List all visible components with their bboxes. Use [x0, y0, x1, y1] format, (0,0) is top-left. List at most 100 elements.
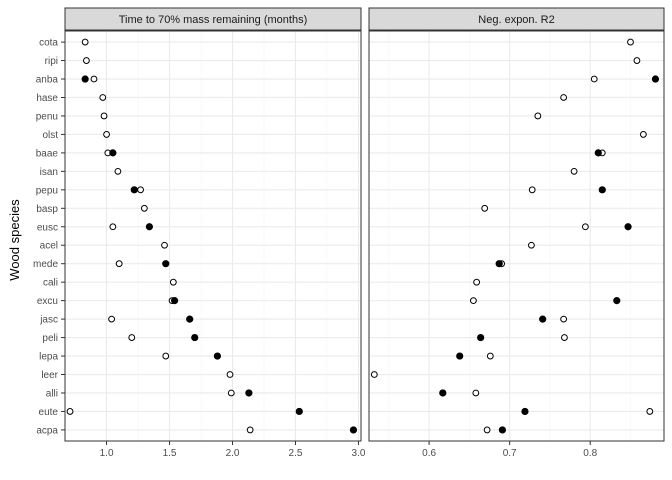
y-tick-label: acel — [40, 241, 58, 252]
y-tick-label: alli — [46, 388, 58, 399]
y-tick-label: ripi — [45, 56, 58, 67]
y-tick-label: baae — [36, 148, 59, 159]
strip-background — [368, 7, 665, 31]
filled-point-peli — [477, 333, 485, 342]
filled-point-jasc — [539, 315, 547, 323]
y-tick-label: eusc — [37, 222, 58, 233]
y-tick-label: isan — [40, 167, 58, 178]
x-tick-label: 3.0 — [352, 448, 366, 459]
y-tick-label: peli — [42, 333, 58, 344]
open-point-acel — [528, 241, 535, 249]
open-point-acel — [161, 241, 168, 249]
filled-point-excu — [613, 297, 621, 305]
filled-point-pepu — [130, 186, 138, 194]
open-point-anba — [590, 75, 598, 83]
x-tick-label: 0.8 — [583, 448, 597, 459]
panel-border — [368, 30, 665, 442]
filled-point-baae — [109, 149, 117, 157]
strip-title: Neg. expon. R2 — [478, 14, 554, 26]
open-point-peli — [128, 334, 136, 341]
x-tick-label: 2.5 — [289, 448, 303, 459]
x-axis: 0.6 0.7 0.8 — [422, 441, 598, 459]
y-tick-label: pepu — [36, 185, 58, 196]
y-tick-label: basp — [36, 204, 58, 215]
filled-point-excu — [170, 297, 179, 305]
open-point-pepu — [137, 186, 144, 194]
strip-background — [64, 7, 362, 31]
open-point-basp — [481, 204, 489, 212]
filled-point-anba — [651, 75, 660, 83]
x-tick-label: 2.0 — [226, 448, 240, 459]
data-points — [66, 38, 358, 434]
y-axis-tick-labels: cota ripi anba hase penu olst baae isan pepu basp… — [33, 38, 65, 436]
y-tick-label: lepa — [39, 352, 58, 363]
y-tick-label: cali — [43, 278, 58, 289]
panel-time-to-70pct-mass: Time to 70% mass remaining (months) 1.0 1… — [64, 7, 366, 459]
open-point-acpa — [483, 426, 491, 434]
open-point-excu — [470, 297, 477, 305]
open-point-hase — [560, 94, 568, 101]
filled-point-peli — [191, 333, 199, 342]
open-point-leer — [370, 371, 378, 378]
open-point-jasc — [560, 315, 568, 323]
open-point-penu — [534, 112, 542, 120]
open-point-cali — [473, 278, 481, 286]
open-point-olst — [639, 131, 647, 138]
filled-point-pepu — [598, 186, 606, 194]
open-point-lepa — [162, 352, 170, 360]
open-point-lepa — [486, 352, 494, 360]
y-tick-label: eute — [39, 407, 59, 418]
open-point-basp — [140, 204, 148, 212]
y-tick-label: cota — [39, 38, 58, 49]
x-tick-label: 1.0 — [100, 448, 114, 459]
open-point-mede — [115, 260, 123, 268]
open-point-ripi — [83, 57, 90, 64]
filled-point-mede — [495, 260, 503, 268]
filled-point-eute — [295, 407, 303, 416]
grid — [65, 31, 361, 441]
open-point-hase — [99, 94, 107, 101]
filled-point-eusc — [145, 223, 153, 231]
open-point-ripi — [633, 57, 641, 64]
open-point-jasc — [108, 315, 116, 323]
data-points — [370, 38, 660, 434]
filled-point-lepa — [213, 352, 222, 360]
open-point-pepu — [528, 186, 536, 194]
y-tick-label: anba — [36, 75, 59, 86]
open-point-alli — [472, 389, 480, 397]
panel-neg-expon-r2: Neg. expon. R2 0.6 0.7 0.8 — [368, 7, 665, 459]
strip-title: Time to 70% mass remaining (months) — [119, 14, 308, 26]
filled-point-eusc — [624, 223, 632, 231]
open-point-anba — [90, 75, 98, 83]
filled-point-acpa — [349, 426, 358, 434]
open-point-acpa — [246, 426, 254, 434]
x-axis: 1.0 1.5 2.0 2.5 3.0 — [100, 441, 366, 459]
panel-border — [64, 30, 362, 442]
open-point-peli — [561, 334, 568, 341]
filled-point-acpa — [498, 426, 507, 434]
filled-point-alli — [245, 389, 253, 397]
y-tick-label: hase — [36, 93, 58, 104]
grid — [369, 31, 664, 441]
filled-point-mede — [162, 260, 170, 268]
open-point-cali — [169, 278, 177, 286]
x-tick-label: 0.6 — [422, 448, 436, 459]
open-point-eute — [646, 408, 654, 415]
y-tick-label: olst — [42, 130, 58, 141]
filled-point-baae — [594, 149, 602, 157]
open-point-alli — [227, 389, 235, 397]
open-point-olst — [103, 131, 110, 138]
y-tick-label: mede — [33, 259, 58, 270]
open-point-isan — [114, 167, 122, 175]
x-tick-label: 0.7 — [503, 448, 517, 459]
x-tick-label: 1.5 — [163, 448, 177, 459]
open-point-penu — [100, 112, 108, 120]
open-point-leer — [226, 371, 234, 378]
y-tick-label: penu — [36, 111, 58, 122]
filled-point-anba — [81, 75, 89, 83]
y-axis-title: Wood species — [7, 199, 22, 281]
filled-point-lepa — [456, 352, 464, 360]
open-point-eute — [66, 408, 74, 415]
open-point-cota — [81, 38, 89, 46]
